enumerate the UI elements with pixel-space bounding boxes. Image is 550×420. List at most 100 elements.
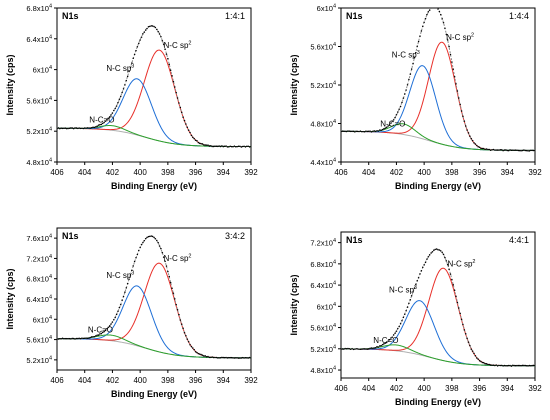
data-point [229,145,231,148]
data-point [384,127,387,129]
data-point [351,130,353,133]
data-point [463,120,466,122]
data-point [474,355,477,357]
data-point [82,337,85,340]
data-point [426,13,428,16]
data-point [385,341,388,344]
ratio-label: 3:4:2 [225,231,245,241]
data-point [448,268,450,271]
data-point [361,348,363,350]
data-point [424,17,427,20]
data-point [416,279,418,282]
data-point [117,310,119,313]
data-point [514,149,517,151]
data-point [372,347,374,350]
data-point [394,332,396,334]
x-tick-label: 398 [161,168,175,177]
data-point [214,145,216,147]
data-point [459,103,461,106]
data-point [402,316,405,319]
y-tick-label: 5.6x104 [26,335,52,345]
component-peak [57,285,251,359]
data-point [362,130,364,133]
data-point [412,291,414,293]
data-point [226,357,229,359]
data-point [207,144,209,146]
data-point [144,29,147,31]
data-point [359,130,362,132]
data-point [111,112,114,114]
peak-label: N-C sp3 [106,270,134,280]
component-peak [57,262,251,359]
data-point [453,76,456,78]
data-point [85,337,87,339]
data-point [96,125,98,127]
y-tick-label: 5.2x104 [310,81,336,91]
data-point [516,149,518,152]
data-point [488,363,491,366]
data-point [110,323,112,325]
data-point [356,130,359,133]
x-tick-label: 400 [417,384,431,393]
plot-frame [56,227,252,371]
data-point [401,101,403,104]
data-point [379,129,381,131]
component-peak [341,123,535,151]
data-point [485,362,488,365]
data-point [416,45,418,48]
data-point [498,149,500,151]
x-tick-label: 394 [501,168,515,177]
data-point [59,127,61,130]
x-tick-label: 400 [133,168,147,177]
x-tick-label: 402 [106,376,120,385]
plot-frame [340,7,536,163]
data-point [482,361,485,364]
curves [57,25,251,148]
data-point [502,149,504,152]
data-point [79,127,82,130]
data-point [488,148,491,151]
data-point [193,348,195,351]
data-point [67,337,69,340]
data-point [248,356,251,359]
data-point [71,127,73,129]
data-point [444,256,446,259]
data-point [237,357,240,359]
data-point [403,93,406,95]
data-point [59,338,61,340]
data-point [72,127,75,130]
data-point [380,344,382,347]
background-curve [341,130,535,151]
data-point [444,27,446,30]
data-point [484,362,486,365]
data-point [499,148,502,151]
data-point [521,149,524,152]
chart-panel: 406 404 402 400 398 396 394 392 4.8x104 5.2x104 5.… [5,4,258,192]
data-point [100,123,103,126]
data-point [93,335,96,338]
data-point [146,27,148,30]
data-point [122,295,125,298]
data-point [369,347,371,350]
data-point [185,123,187,125]
data-point [491,364,493,366]
data-point [61,127,64,130]
y-tick-label: 4.4x104 [310,158,336,168]
data-point [379,345,381,347]
y-tick-label: 5.2x104 [310,344,336,354]
data-point [122,88,125,90]
data-point [348,348,351,350]
y-tick-label: 6x104 [317,4,336,14]
data-point [204,355,207,357]
data-point [366,348,369,350]
data-point [446,263,449,266]
data-point [467,132,470,134]
data-point [150,235,152,237]
data-point [458,307,460,309]
data-point [530,149,532,152]
data-point [507,149,510,152]
y-tick-label: 6.8x104 [26,4,52,14]
data-point [161,251,164,254]
y-axis-title: Intensity (cps) [5,268,15,329]
data-point [241,356,244,359]
